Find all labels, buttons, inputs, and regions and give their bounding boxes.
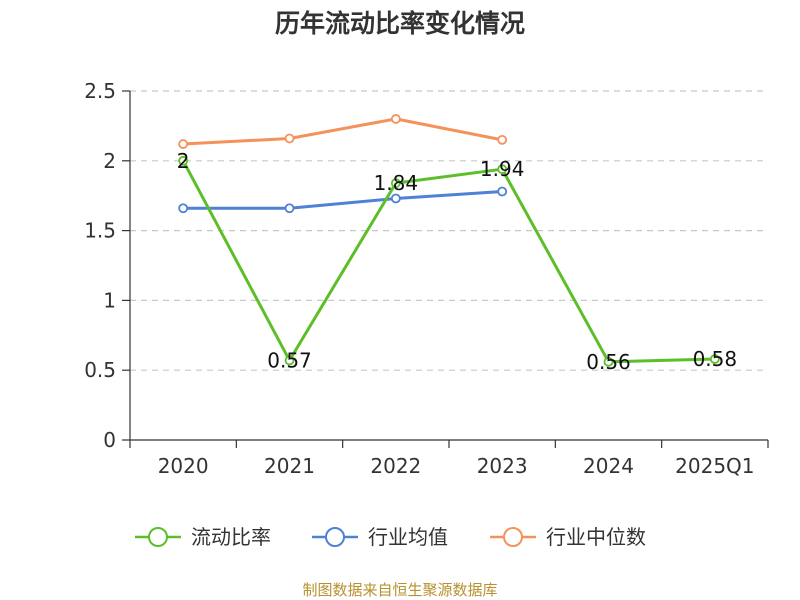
y-tick-label: 2	[103, 149, 116, 173]
y-tick-label: 1	[103, 288, 116, 312]
data-point	[497, 164, 508, 175]
legend-item[interactable]: 行业中位数	[490, 525, 646, 549]
grid-lines	[130, 90, 768, 371]
data-label: 1.94	[480, 157, 525, 181]
legend-label: 行业中位数	[546, 525, 646, 549]
series-line	[183, 190, 503, 210]
data-point	[178, 155, 189, 166]
data-point	[284, 133, 295, 144]
x-tick-label: 2021	[264, 454, 315, 478]
source-note: 制图数据来自恒生聚源数据库	[302, 581, 497, 599]
y-tick-label: 0	[103, 428, 116, 452]
legend-item[interactable]: 流动比率	[135, 525, 271, 549]
data-point	[390, 193, 401, 204]
series-line	[181, 160, 715, 364]
legend-marker	[148, 527, 168, 547]
legend-marker	[325, 527, 345, 547]
x-tick-label: 2023	[477, 454, 528, 478]
x-tick-label: 2022	[370, 454, 421, 478]
y-tick-label: 0.5	[84, 358, 116, 382]
data-point	[178, 203, 189, 214]
data-point	[497, 134, 508, 145]
data-label: 0.58	[693, 347, 738, 371]
y-tick-label: 2.5	[84, 79, 116, 103]
data-label: 2	[177, 149, 190, 173]
series-layer	[178, 114, 720, 367]
data-point	[603, 356, 614, 367]
data-label: 0.57	[267, 348, 312, 372]
legend-marker	[503, 527, 523, 547]
legend-label: 流动比率	[191, 525, 271, 549]
data-point	[390, 114, 401, 124]
legend: 流动比率 行业均值 行业中位数	[135, 525, 646, 549]
y-tick-label: 1.5	[84, 219, 116, 243]
data-point	[497, 186, 508, 197]
x-tick-label: 2025Q1	[675, 454, 754, 478]
data-label: 1.84	[374, 171, 419, 195]
axes: 0 0.5 1 1.5 2 2.5 2020 2021 2022 2023 2024 2025Q1	[84, 79, 769, 478]
data-point	[178, 139, 189, 149]
legend-item[interactable]: 行业均值	[312, 525, 448, 549]
chart-title: 历年流动比率变化情况	[275, 9, 525, 38]
legend-label: 行业均值	[368, 525, 448, 549]
data-point	[284, 203, 295, 214]
data-label: 0.56	[586, 350, 631, 374]
data-point	[284, 355, 295, 366]
series-line	[183, 117, 503, 146]
data-point	[709, 354, 720, 364]
x-tick-label: 2024	[583, 454, 634, 478]
data-point	[390, 178, 401, 189]
data-labels: 2 0.57 1.84 1.94 0.56 0.58	[177, 149, 737, 374]
x-tick-label: 2020	[158, 454, 209, 478]
